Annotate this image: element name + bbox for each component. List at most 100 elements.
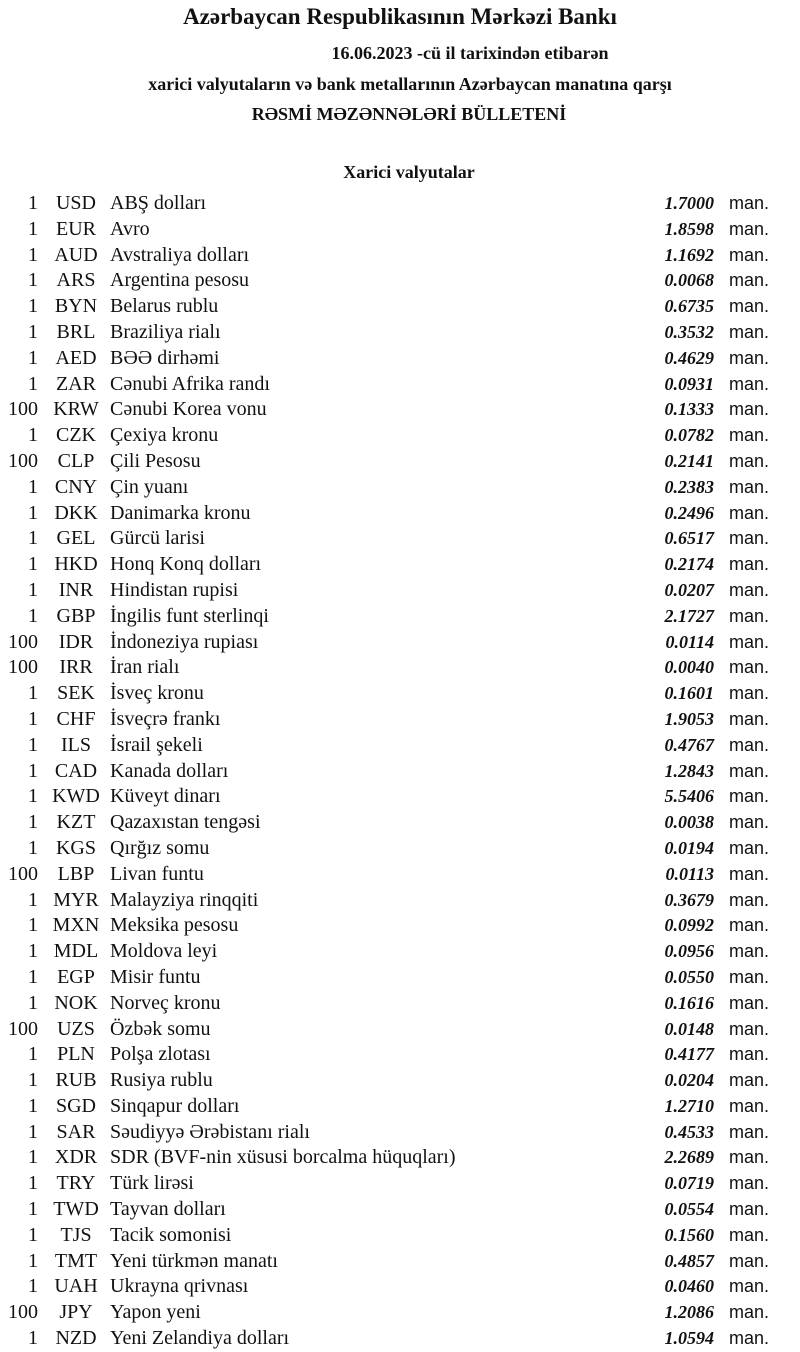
currency-code: RUB	[55, 1069, 97, 1092]
exchange-rate: 0.4857	[664, 1250, 715, 1271]
rate-row: 1 TJS Tacik somonisi 0.1560 man.	[0, 1223, 800, 1249]
exchange-rate: 0.0148	[664, 1018, 715, 1039]
unit-label: man.	[729, 1095, 770, 1116]
exchange-rate: 1.7000	[664, 193, 715, 213]
currency-code: UAH	[54, 1275, 98, 1298]
rate-row: 1 ARS Argentina pesosu 0.0068 man.	[0, 268, 800, 294]
exchange-rate: 0.0719	[664, 1173, 715, 1194]
nominal: 1	[28, 1043, 38, 1066]
unit-label: man.	[729, 863, 770, 884]
currency-name: Çexiya kronu	[110, 424, 219, 447]
currency-name: BƏƏ dirhəmi	[110, 346, 220, 369]
bulletin-title: RƏSMİ MƏZƏNNƏLƏRİ BÜLLETENİ	[251, 104, 567, 124]
currency-code: ILS	[61, 733, 91, 756]
unit-label: man.	[729, 450, 770, 471]
currency-name: Hindistan rupisi	[110, 578, 239, 601]
currency-code: CNY	[54, 475, 98, 498]
currency-name: Kanada dolları	[110, 759, 229, 782]
currency-code: NZD	[55, 1327, 97, 1350]
exchange-rate: 0.1560	[664, 1224, 715, 1245]
rate-row: 1 ZAR Cənubi Afrika randı 0.0931 man.	[0, 372, 800, 398]
currency-code: MXN	[52, 914, 100, 937]
rate-row: 1 XDR SDR (BVF-nin xüsusi borcalma hüquqla…	[0, 1145, 800, 1171]
rate-row: 100 KRW Cənubi Korea vonu 0.1333 man.	[0, 397, 800, 423]
currency-name: Qırğız somu	[110, 836, 210, 859]
exchange-rate: 0.0114	[665, 631, 714, 652]
exchange-rate: 0.0204	[664, 1070, 715, 1091]
unit-label: man.	[729, 528, 770, 549]
exchange-rate: 1.2843	[664, 760, 715, 781]
unit-label: man.	[729, 1276, 770, 1297]
exchange-rate: 0.0068	[664, 270, 715, 291]
unit-label: man.	[729, 425, 770, 446]
unit-label: man.	[729, 734, 770, 755]
nominal: 1	[28, 578, 38, 601]
nominal: 100	[8, 1017, 38, 1040]
nominal: 1	[28, 604, 38, 627]
nominal: 100	[8, 449, 38, 472]
exchange-rate: 0.0194	[664, 837, 715, 858]
nominal: 1	[28, 424, 38, 447]
nominal: 100	[8, 656, 38, 679]
currency-name: İsveçrə frankı	[110, 707, 221, 730]
rate-row: 1 NOK Norveç kronu 0.1616 man.	[0, 991, 800, 1017]
rate-row: 1 EGP Misir funtu 0.0550 man.	[0, 965, 800, 991]
exchange-rate: 0.0113	[665, 863, 714, 884]
currency-name: Belarus rublu	[110, 295, 219, 318]
currency-name: Cənubi Korea vonu	[110, 398, 267, 421]
unit-label: man.	[729, 1302, 770, 1323]
rate-row: 1 HKD Honq Konq dolları 0.2174 man.	[0, 552, 800, 578]
currency-code: TJS	[60, 1223, 92, 1246]
exchange-rate: 0.1333	[664, 399, 715, 420]
rate-row: 1 SEK İsveç kronu 0.1601 man.	[0, 681, 800, 707]
currency-name: Çili Pesosu	[110, 449, 201, 472]
nominal: 1	[28, 1146, 38, 1169]
exchange-rate: 0.2496	[664, 502, 715, 523]
nominal: 1	[28, 501, 38, 524]
exchange-rate: 1.9053	[664, 708, 715, 729]
rate-row: 1 KWD Küveyt dinarı 5.5406 man.	[0, 784, 800, 810]
currency-name: Yapon yeni	[110, 1301, 201, 1324]
currency-code: CHF	[56, 707, 96, 730]
exchange-rate: 0.3532	[664, 321, 715, 342]
rate-row: 1 BYN Belarus rublu 0.6735 man.	[0, 294, 800, 320]
nominal: 1	[28, 759, 38, 782]
rate-row: 1 KGS Qırğız somu 0.0194 man.	[0, 836, 800, 862]
currency-code: XDR	[54, 1146, 98, 1169]
nominal: 1	[28, 192, 38, 214]
currency-name: Misir funtu	[110, 965, 201, 988]
unit-label: man.	[729, 347, 770, 368]
exchange-rate: 0.6735	[664, 296, 715, 317]
effective-date: 16.06.2023 -cü il tarixindən etibarən	[331, 43, 609, 63]
exchange-rate: 1.2086	[664, 1302, 715, 1323]
rate-row: 1 AED BƏƏ dirhəmi 0.4629 man.	[0, 346, 800, 372]
unit-label: man.	[729, 915, 770, 936]
section-heading: Xarici valyutalar	[343, 162, 475, 182]
currency-name: Qazaxıstan tengəsi	[110, 811, 261, 834]
currency-name: Tacik somonisi	[110, 1223, 232, 1246]
currency-name: Polşa zlotası	[110, 1043, 211, 1066]
nominal: 1	[28, 914, 38, 937]
nominal: 100	[8, 630, 38, 653]
unit-label: man.	[729, 1070, 770, 1091]
exchange-rate: 0.0038	[664, 812, 715, 833]
exchange-rate: 0.2383	[664, 476, 715, 497]
unit-label: man.	[729, 296, 770, 317]
rates-table: 1 USD ABŞ dolları 1.7000 man. 1 EUR Avro 1.8598 m…	[0, 191, 800, 1352]
exchange-rate: 0.0460	[664, 1276, 715, 1297]
rate-row: 1 MDL Moldova leyi 0.0956 man.	[0, 939, 800, 965]
exchange-rate: 0.1601	[664, 683, 715, 704]
currency-name: Meksika pesosu	[110, 914, 239, 937]
document-subtitle: xarici valyutaların və bank metallarının…	[148, 74, 672, 94]
exchange-rate: 0.0782	[664, 425, 715, 446]
unit-label: man.	[729, 1147, 770, 1168]
nominal: 1	[28, 527, 38, 550]
rate-row: 1 KZT Qazaxıstan tengəsi 0.0038 man.	[0, 810, 800, 836]
rate-row: 1 EUR Avro 1.8598 man.	[0, 217, 800, 243]
nominal: 100	[8, 398, 38, 421]
unit-label: man.	[729, 1250, 770, 1271]
unit-label: man.	[729, 554, 770, 575]
unit-label: man.	[729, 1173, 770, 1194]
rate-row: 1 USD ABŞ dolları 1.7000 man.	[0, 191, 800, 217]
rate-row: 1 GEL Gürcü larisi 0.6517 man.	[0, 526, 800, 552]
